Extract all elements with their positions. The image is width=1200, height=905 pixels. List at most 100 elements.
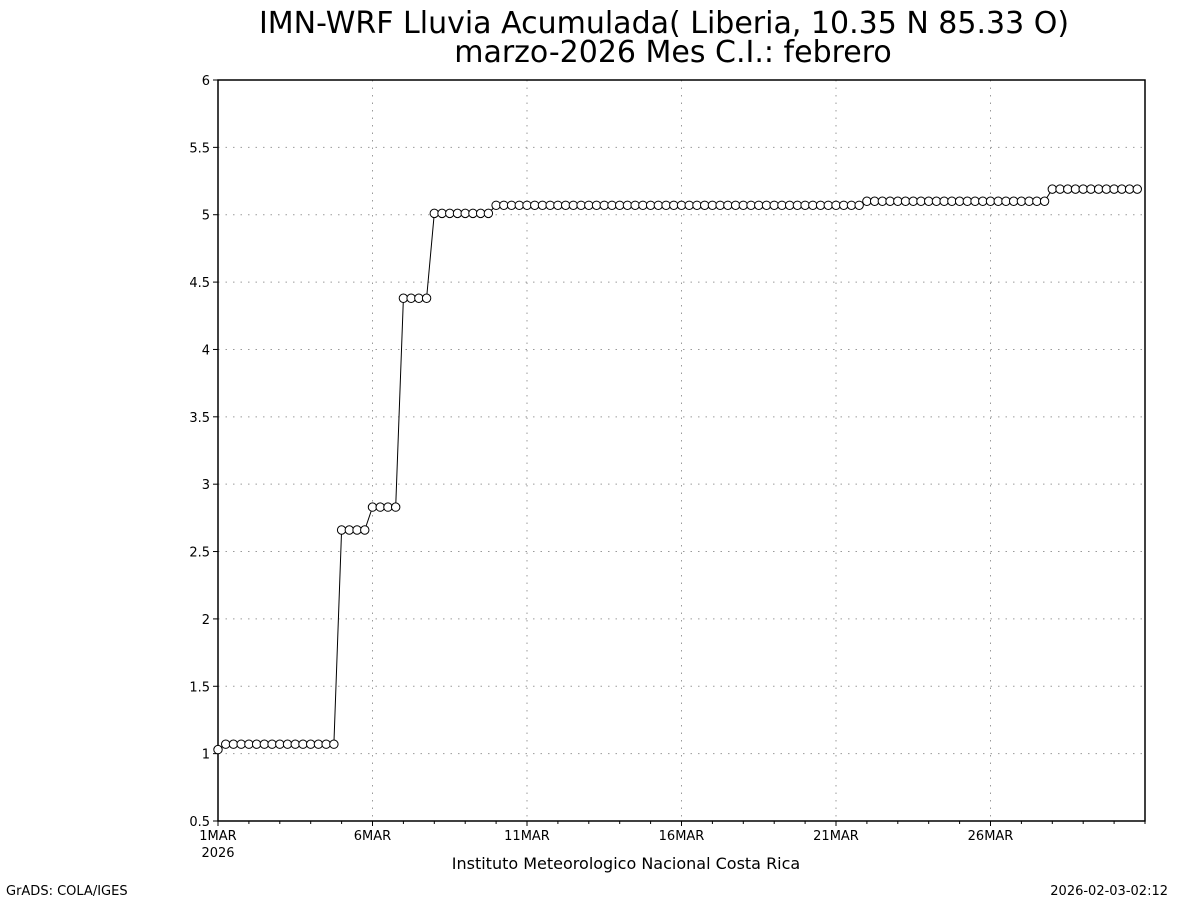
data-point: [491, 200, 501, 211]
data-point: [645, 200, 656, 211]
data-point: [213, 744, 223, 755]
y-tick-label: 2: [202, 613, 210, 628]
data-point: [553, 200, 563, 211]
data-point: [985, 196, 996, 206]
x-tick-sublabel: 2026: [201, 846, 234, 861]
x-tick-label: 16MAR: [659, 829, 705, 844]
data-point: [885, 196, 895, 206]
data-point: [576, 200, 586, 211]
data-point: [584, 200, 594, 211]
data-point: [360, 525, 370, 535]
data-point: [993, 196, 1003, 206]
data-point: [854, 200, 864, 211]
data-point: [1039, 196, 1050, 206]
chart-title: IMN-WRF Lluvia Acumulada( Liberia, 10.35…: [259, 6, 1069, 41]
data-point: [692, 200, 702, 211]
y-tick-label: 0.5: [189, 815, 210, 830]
data-point: [290, 739, 300, 749]
data-point: [615, 200, 625, 211]
data-point: [259, 739, 270, 749]
y-tick-label: 5.5: [189, 141, 210, 156]
data-point: [228, 739, 239, 749]
data-point: [1001, 196, 1011, 206]
y-tick-label: 4: [202, 343, 210, 358]
data-point: [568, 200, 579, 211]
series-rain-accumulated: [213, 184, 1142, 755]
data-point: [808, 200, 818, 211]
data-point: [877, 196, 888, 206]
data-point: [947, 196, 957, 206]
data-point: [421, 293, 432, 303]
data-point: [939, 196, 949, 206]
x-tick-label: 21MAR: [813, 829, 859, 844]
data-point: [475, 208, 486, 219]
x-tick-label: 6MAR: [354, 829, 391, 844]
data-point: [846, 200, 857, 211]
data-point: [862, 196, 872, 206]
data-point: [1032, 196, 1042, 206]
data-point: [970, 196, 980, 206]
footer-institution: Instituto Meteorologico Nacional Costa R…: [452, 854, 800, 873]
data-point: [630, 200, 640, 211]
data-point: [823, 200, 833, 211]
data-point: [607, 200, 617, 211]
data-point: [924, 196, 934, 206]
data-point: [336, 525, 347, 535]
data-point: [390, 502, 401, 512]
x-tick-label: 1MAR: [199, 829, 236, 844]
data-point: [452, 208, 463, 219]
data-point: [483, 208, 494, 219]
y-tick-label: 2.5: [189, 546, 210, 561]
data-point: [1070, 184, 1081, 194]
data-point: [669, 200, 679, 211]
data-point: [560, 200, 571, 211]
data-point: [746, 200, 756, 211]
data-point: [1078, 184, 1088, 194]
y-tick-label: 1: [202, 748, 210, 763]
y-tick-label: 6: [202, 74, 210, 89]
data-point: [306, 739, 316, 749]
data-point: [730, 200, 741, 211]
data-point: [406, 293, 416, 303]
data-point: [499, 200, 509, 211]
data-point: [916, 196, 926, 206]
y-tick-label: 5: [202, 209, 210, 224]
data-point: [661, 200, 671, 211]
footer-software: GrADS: COLA/IGES: [6, 884, 128, 899]
data-point: [522, 200, 532, 211]
x-tick-label: 11MAR: [504, 829, 550, 844]
data-point: [1124, 184, 1135, 194]
data-point: [784, 200, 795, 211]
data-point: [282, 739, 293, 749]
data-point: [398, 293, 409, 303]
data-point: [383, 502, 393, 512]
data-point: [468, 208, 478, 219]
data-point: [869, 196, 880, 206]
data-point: [676, 200, 687, 211]
x-tick-label: 26MAR: [968, 829, 1014, 844]
data-point: [537, 200, 548, 211]
data-point: [931, 196, 942, 206]
data-point: [514, 200, 524, 211]
data-point: [900, 196, 911, 206]
data-point: [761, 200, 772, 211]
y-tick-label: 1.5: [189, 680, 210, 695]
data-point: [352, 525, 362, 535]
data-point: [267, 739, 277, 749]
data-point: [831, 200, 841, 211]
data-point: [893, 196, 903, 206]
data-point: [954, 196, 965, 206]
data-point: [839, 200, 849, 211]
data-point: [329, 739, 339, 749]
data-point: [221, 739, 231, 749]
data-point: [244, 739, 254, 749]
data-point: [962, 196, 973, 206]
data-point: [738, 200, 748, 211]
data-point: [1117, 184, 1127, 194]
data-point: [1132, 184, 1142, 194]
data-point: [367, 502, 378, 512]
data-point: [429, 208, 439, 219]
data-point: [978, 196, 988, 206]
data-point: [707, 200, 718, 211]
